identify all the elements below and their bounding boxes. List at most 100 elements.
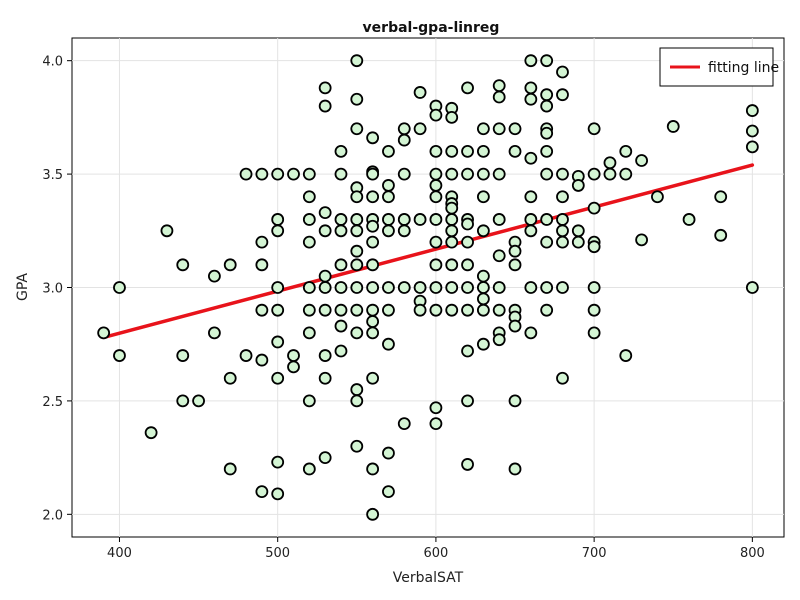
scatter-point [366,131,380,145]
y-tick-label: 2.0 [42,508,63,523]
scatter-point [397,133,411,147]
scatter-point [524,92,538,106]
scatter-point [476,281,490,294]
scatter-point [461,458,474,471]
scatter-point [271,167,285,181]
grid-lines [72,38,784,537]
scatter-point [382,281,395,294]
scatter-point [382,179,395,192]
scatter-point [271,455,285,469]
scatter-point [508,244,522,258]
scatter-point [318,81,332,95]
scatter-point [350,383,364,396]
scatter-point [397,122,411,136]
scatter-point [476,122,490,136]
scatter-point [540,88,554,102]
scatter-point [350,258,364,272]
scatter-point [334,344,348,358]
scatter-point [302,167,316,181]
scatter-point [207,326,221,340]
scatter-point [255,485,269,499]
scatter-point [255,258,269,272]
scatter-point [571,179,585,192]
scatter-point [413,281,427,294]
scatter-point [445,303,459,317]
scatter-point [366,315,380,328]
scatter-point [382,446,395,460]
scatter-point [445,213,459,226]
scatter-point [540,54,554,68]
scatter-point [366,281,380,294]
scatter-point [492,213,506,226]
scatter-point [176,258,190,272]
scatter-point [603,156,617,170]
scatter-point [492,303,506,317]
scatter-point [540,281,554,294]
scatter-point [113,349,126,362]
scatter-point [587,122,601,136]
scatter-point [429,179,443,192]
scatter-point [302,235,316,249]
scatter-point [745,281,759,294]
scatter-point [508,462,522,476]
y-tick-label: 3.0 [42,282,63,297]
scatter-point [682,213,696,226]
scatter-point [508,258,522,272]
scatter-point [429,213,443,226]
scatter-point [334,281,348,294]
scatter-point [461,258,474,272]
scatter-point [318,224,332,238]
x-tick-label: 600 [423,546,448,561]
scatter-point [556,371,569,385]
scatter-point [445,167,459,181]
scatter-point [160,224,174,238]
scatter-point [318,269,332,283]
scatter-point [429,303,443,317]
scatter-point [271,281,285,294]
scatter-point [540,213,554,226]
scatter-point [587,167,601,181]
scatter-point [651,190,664,204]
scatter-point [413,86,427,99]
scatter-point [366,326,380,340]
scatter-point [556,213,569,226]
scatter-point [429,235,443,249]
scatter-point [350,439,364,453]
scatter-point [635,154,648,167]
scatter-point [556,235,569,249]
scatter-point [619,145,633,158]
scatter-point [666,120,680,133]
scatter-point [413,122,427,136]
scatter-point [334,258,348,272]
scatter-point [382,145,395,158]
scatter-point [461,81,474,95]
scatter-point [461,167,474,181]
scatter-point [524,326,538,340]
scatter-point [429,401,443,415]
scatter-point [445,258,459,272]
scatter-point [350,54,364,68]
scatter-point [397,417,411,430]
scatter-point [429,108,443,122]
scatter-point [429,167,443,181]
scatter-point [445,201,459,215]
scatter-point [366,462,380,476]
axes: 400 500 600 700 800 2.0 2.5 3.0 3.5 4.0 [42,55,764,561]
scatter-point [571,224,585,238]
scatter-point [476,303,490,317]
scatter-point [492,79,506,93]
scatter-point [429,281,443,294]
scatter-point [366,303,380,317]
scatter-point [445,281,459,294]
scatter-point [366,190,380,204]
scatter-point [366,235,380,249]
scatter-point [524,190,538,204]
chart-title: verbal-gpa-linreg [363,20,500,36]
scatter-point [476,190,490,204]
x-tick-label: 500 [265,546,290,561]
scatter-point [540,99,554,113]
scatter-point [239,167,253,181]
scatter-point [382,337,395,351]
scatter-point [350,122,364,136]
